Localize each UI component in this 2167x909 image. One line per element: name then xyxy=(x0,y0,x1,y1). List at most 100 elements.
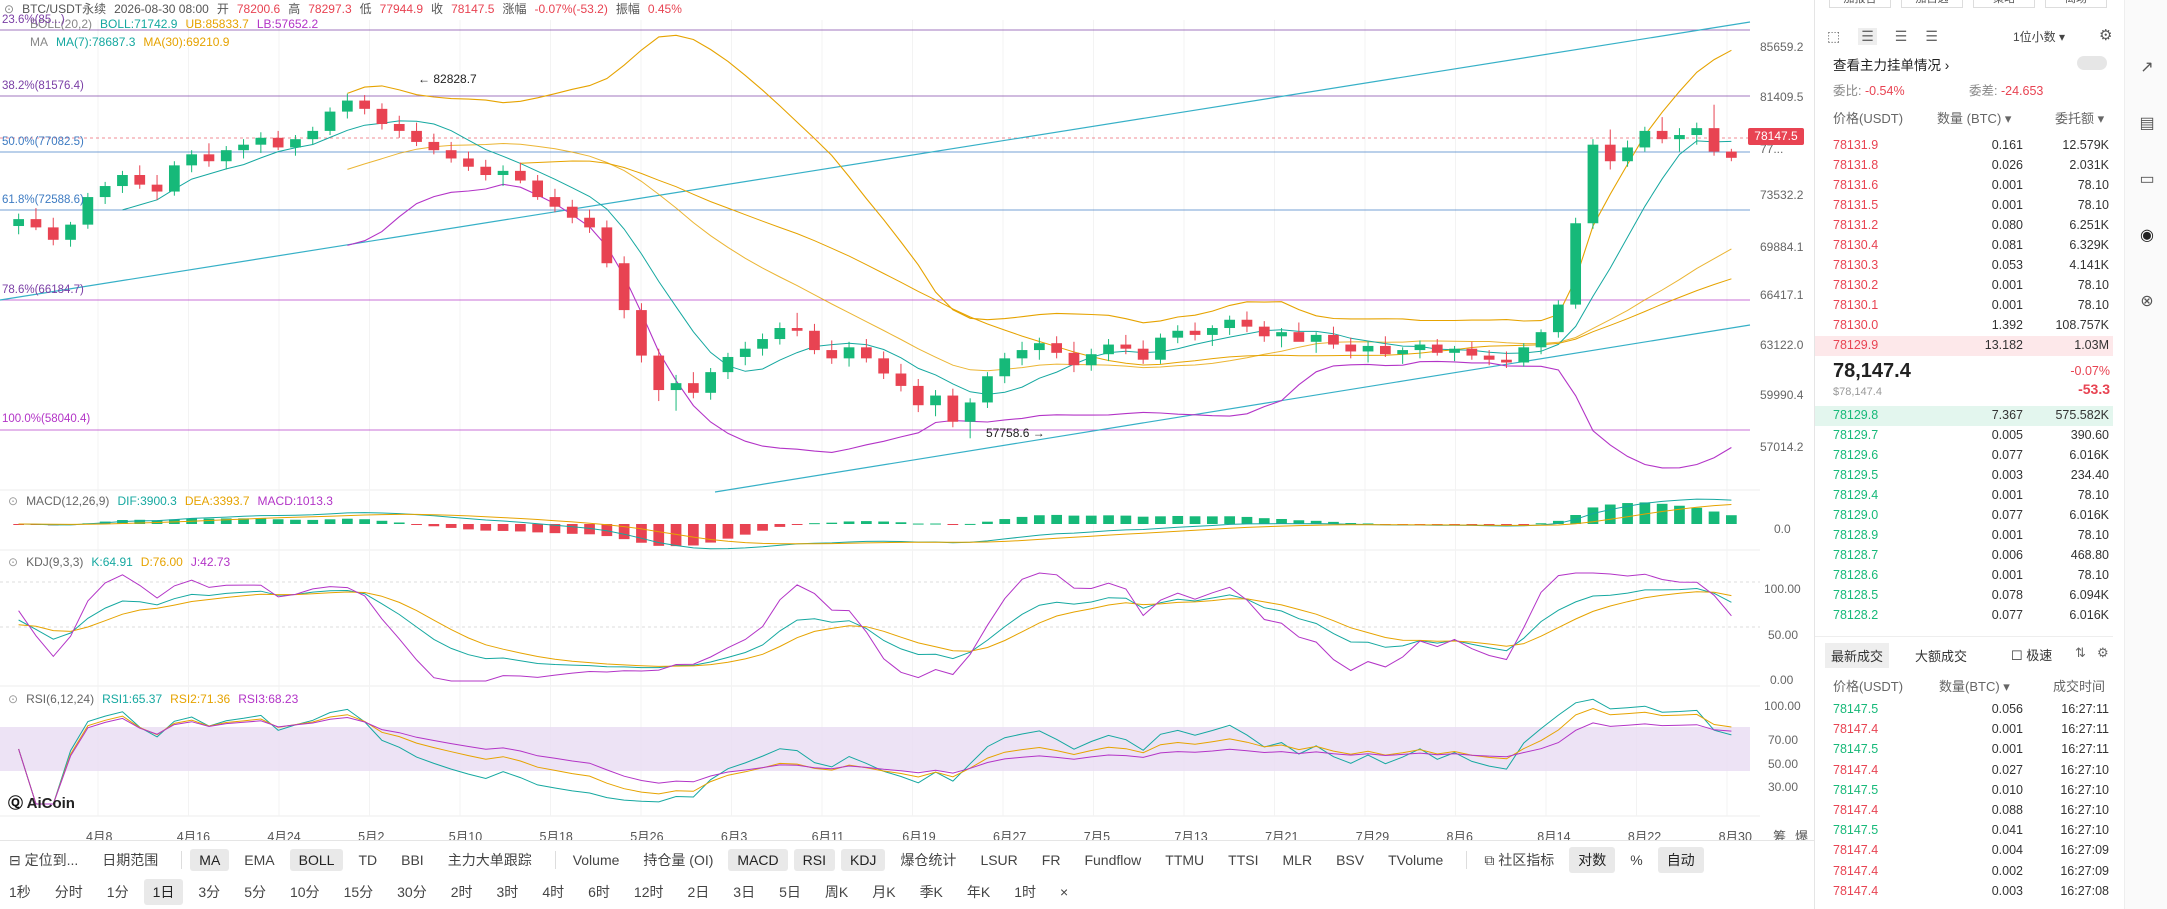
sub-indicator-button[interactable]: BSV xyxy=(1336,852,1365,868)
sub-indicator-button[interactable]: TTSI xyxy=(1228,852,1259,868)
ask-row[interactable]: 78131.5 0.001 78.10 xyxy=(1815,196,2113,216)
community-indicators-button[interactable]: ⧉ 社区指标 xyxy=(1484,852,1555,868)
timeframe-button[interactable]: 6时 xyxy=(588,884,610,900)
panel-tab[interactable]: 策略 xyxy=(1973,0,2035,8)
timeframe-button[interactable]: 15分 xyxy=(343,884,374,900)
percent-scale-toggle[interactable]: % xyxy=(1630,852,1643,868)
asks-view-icon[interactable]: ☰ xyxy=(1925,28,1938,44)
sub-indicator-button[interactable]: Volume xyxy=(572,852,620,868)
sub-indicator-button[interactable]: Fundflow xyxy=(1084,852,1142,868)
bid-row[interactable]: 78129.8 7.367 575.582K xyxy=(1815,406,2113,426)
timeframe-button[interactable]: 1时 xyxy=(1014,884,1037,900)
timeframe-button[interactable]: 2日 xyxy=(687,884,710,900)
log-scale-toggle[interactable]: 对数 xyxy=(1569,847,1616,873)
sub-indicator-button[interactable]: MACD xyxy=(728,849,788,871)
timeframe-button[interactable]: 月K xyxy=(872,884,896,900)
indicator-ma[interactable]: MA xyxy=(190,849,230,871)
ask-row[interactable]: 78129.9 13.182 1.03M xyxy=(1815,336,2113,356)
ask-row[interactable]: 78130.0 1.392 108.757K xyxy=(1815,316,2113,336)
panel-tab[interactable]: 加自选 xyxy=(1901,0,1963,8)
bid-row[interactable]: 78129.7 0.005 390.60 xyxy=(1815,426,2113,446)
liquidation-toggle[interactable]: 爆 xyxy=(1795,829,1809,840)
fast-mode-checkbox[interactable]: ☐ 极速 xyxy=(2011,648,2053,663)
timeframe-button[interactable]: 1分 xyxy=(106,884,129,900)
timeframe-button[interactable]: 5分 xyxy=(244,884,266,900)
ask-row[interactable]: 78130.1 0.001 78.10 xyxy=(1815,296,2113,316)
sub-indicator-button[interactable]: KDJ xyxy=(840,849,886,871)
chart-settings-icon[interactable]: ⊙ xyxy=(4,1,15,16)
timeframe-button[interactable]: 1日 xyxy=(143,879,184,905)
ask-row[interactable]: 78130.2 0.001 78.10 xyxy=(1815,276,2113,296)
ask-row[interactable]: 78131.8 0.026 2.031K xyxy=(1815,156,2113,176)
timeframe-button[interactable]: 3时 xyxy=(496,884,519,900)
sub-indicator-button[interactable]: 爆仓统计 xyxy=(900,852,957,868)
sub-indicator-button[interactable]: LSUR xyxy=(980,852,1018,868)
timeframe-button[interactable]: 季K xyxy=(919,884,943,900)
bid-row[interactable]: 78128.9 0.001 78.10 xyxy=(1815,526,2113,546)
bid-row[interactable]: 78128.7 0.006 468.80 xyxy=(1815,546,2113,566)
timeframe-button[interactable]: 1秒 xyxy=(9,884,31,900)
timeframe-button[interactable]: 3日 xyxy=(733,884,756,900)
sub-indicator-button[interactable]: MLR xyxy=(1282,852,1313,868)
timeframe-button[interactable]: 30分 xyxy=(397,884,427,900)
date-range-button[interactable]: 日期范围 xyxy=(102,852,159,868)
ask-row[interactable]: 78131.6 0.001 78.10 xyxy=(1815,176,2113,196)
bid-row[interactable]: 78129.6 0.077 6.016K xyxy=(1815,446,2113,466)
view-toggle-icon[interactable]: ⬚ xyxy=(1827,28,1841,44)
tab-latest-trades[interactable]: 最新成交 xyxy=(1825,643,1890,668)
ask-row[interactable]: 78131.2 0.080 6.251K xyxy=(1815,216,2113,236)
timeframe-button[interactable]: 4时 xyxy=(542,884,565,900)
indicator-ema[interactable]: EMA xyxy=(244,852,275,868)
settings-icon[interactable]: ⚙ xyxy=(2099,27,2113,44)
bid-row[interactable]: 78129.5 0.003 234.40 xyxy=(1815,466,2113,486)
timeframe-button[interactable]: 分时 xyxy=(54,884,83,900)
bid-row[interactable]: 78128.5 0.078 6.094K xyxy=(1815,586,2113,606)
ask-row[interactable]: 78130.3 0.053 4.141K xyxy=(1815,256,2113,276)
decimal-select[interactable]: 1位小数 ▾ xyxy=(2013,30,2066,44)
expand-icon[interactable]: ↗ xyxy=(2140,59,2154,76)
panel-tab[interactable]: 离场 xyxy=(2045,0,2107,8)
timeframe-button[interactable]: × xyxy=(1060,884,1069,900)
trade-settings-icon[interactable]: ⚙ xyxy=(2097,645,2109,660)
sub-indicator-button[interactable]: 持仓量 (OI) xyxy=(643,852,714,868)
sub-indicator-button[interactable]: FR xyxy=(1041,852,1061,868)
ask-row[interactable]: 78130.4 0.081 6.329K xyxy=(1815,236,2113,256)
bid-row[interactable]: 78128.6 0.001 78.10 xyxy=(1815,566,2113,586)
ask-row[interactable]: 78131.9 0.161 12.579K xyxy=(1815,136,2113,156)
timeframe-button[interactable]: 周K xyxy=(824,884,849,900)
filter-icon[interactable]: ⇅ xyxy=(2075,645,2086,660)
bid-row[interactable]: 78129.4 0.001 78.10 xyxy=(1815,486,2113,506)
timeframe-button[interactable]: 12时 xyxy=(633,884,664,900)
bid-row[interactable]: 78129.0 0.077 6.016K xyxy=(1815,506,2113,526)
indicator-boll[interactable]: BOLL xyxy=(289,849,344,871)
col-total-header[interactable]: 委托额 ▾ xyxy=(2055,111,2105,126)
wallet-icon[interactable]: ▭ xyxy=(2139,171,2155,188)
rsi-settings-icon[interactable]: ⊙ xyxy=(8,692,19,706)
indicator-主力大单跟踪[interactable]: 主力大单跟踪 xyxy=(447,852,532,868)
timeframe-button[interactable]: 年K xyxy=(966,884,991,900)
sub-indicator-button[interactable]: RSI xyxy=(793,849,835,871)
indicator-td[interactable]: TD xyxy=(358,852,378,868)
indicator-bbi[interactable]: BBI xyxy=(401,852,424,868)
macd-settings-icon[interactable]: ⊙ xyxy=(8,494,19,508)
kdj-settings-icon[interactable]: ⊙ xyxy=(8,555,19,569)
robot-icon[interactable]: ◉ xyxy=(2140,227,2154,244)
panel-tab[interactable]: 加报告 xyxy=(1829,0,1891,8)
big-orders-toggle[interactable] xyxy=(2077,56,2107,70)
candlestick-chart[interactable] xyxy=(0,0,1814,840)
chart-area[interactable]: ⊙ BTC/USDT永续 2026-08-30 08:00 开 78200.6 高… xyxy=(0,0,1814,840)
big-orders-link[interactable]: 查看主力挂单情况 › xyxy=(1833,58,1950,73)
timeframe-button[interactable]: 3分 xyxy=(198,884,221,900)
sub-indicator-button[interactable]: TVolume xyxy=(1388,852,1444,868)
sub-indicator-button[interactable]: TTMU xyxy=(1165,852,1205,868)
timeframe-button[interactable]: 5日 xyxy=(779,884,801,900)
col-qty-header[interactable]: 数量 (BTC) ▾ xyxy=(1937,111,2012,126)
locate-button[interactable]: ⊟ 定位到... xyxy=(9,852,79,868)
chart-icon[interactable]: ▤ xyxy=(2139,115,2155,132)
chip-toggle[interactable]: 筹 xyxy=(1773,829,1787,840)
timeframe-button[interactable]: 2时 xyxy=(450,884,473,900)
bids-view-icon[interactable]: ☰ xyxy=(1894,28,1908,44)
auto-scale-toggle[interactable]: 自动 xyxy=(1657,847,1704,873)
bid-row[interactable]: 78128.2 0.077 6.016K xyxy=(1815,606,2113,626)
timeframe-button[interactable]: 10分 xyxy=(289,884,320,900)
